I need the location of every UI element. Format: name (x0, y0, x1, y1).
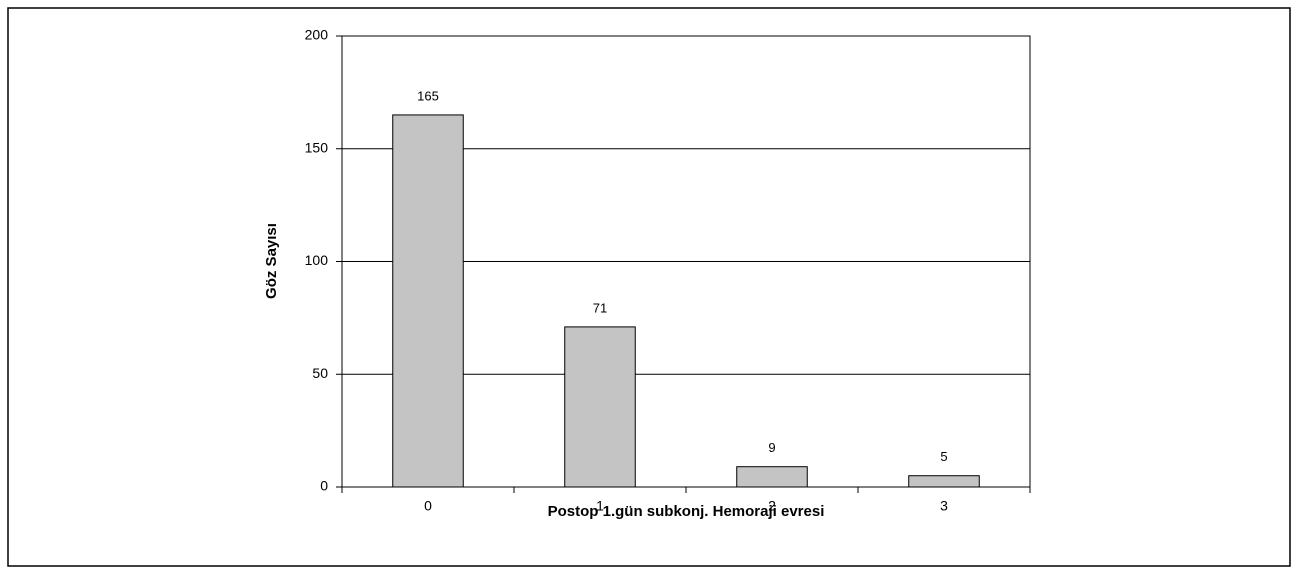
bar (392, 114, 464, 488)
data-label: 71 (593, 300, 607, 315)
x-tick-label: 3 (940, 498, 948, 514)
data-label: 9 (768, 440, 775, 455)
y-tick-label: 50 (312, 365, 328, 381)
x-tick-label: 0 (424, 498, 432, 514)
y-axis-label: Göz Sayısı (263, 223, 280, 299)
data-label: 5 (940, 449, 947, 464)
bar (908, 475, 980, 488)
x-tick-label: 1 (596, 498, 604, 514)
x-axis-label: Postop 1.gün subkonj. Hemoraji evresi (548, 503, 825, 520)
y-tick-label: 0 (320, 478, 328, 494)
x-tick-label: 2 (768, 498, 776, 514)
bar (736, 466, 808, 488)
data-label: 165 (417, 88, 439, 103)
frame (7, 7, 1291, 567)
bar (564, 326, 636, 488)
y-tick-label: 200 (305, 27, 329, 43)
y-tick-label: 100 (305, 252, 329, 268)
y-tick-label: 150 (305, 139, 329, 155)
